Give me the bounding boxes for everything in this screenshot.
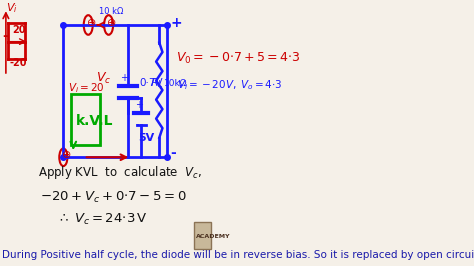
Text: ACADEMY: ACADEMY [196, 234, 230, 239]
Text: $V_i = -20V,\; V_o = 4{\cdot}3$: $V_i = -20V,\; V_o = 4{\cdot}3$ [177, 79, 283, 93]
Text: $V_0 = -0{\cdot}7 + 5 = 4{\cdot}3$: $V_0 = -0{\cdot}7 + 5 = 4{\cdot}3$ [175, 51, 300, 66]
Text: $V_i = 20$: $V_i = 20$ [68, 82, 104, 95]
Text: $V_i$: $V_i$ [6, 1, 18, 15]
Text: +: + [135, 100, 143, 110]
Text: During Positive half cycle, the diode will be in reverse bias. So it is replaced: During Positive half cycle, the diode wi… [2, 250, 474, 260]
Text: -20: -20 [10, 58, 27, 68]
Text: +: + [170, 16, 182, 30]
Text: $\therefore\; V_c = 24{\cdot}3\,\mathrm{V}$: $\therefore\; V_c = 24{\cdot}3\,\mathrm{… [56, 212, 147, 227]
Text: 0·7V: 0·7V [139, 78, 163, 88]
Text: 5V: 5V [138, 132, 154, 143]
Text: $V_c$: $V_c$ [96, 71, 112, 86]
Text: $\oplus$: $\oplus$ [106, 17, 117, 28]
Text: k.V.L: k.V.L [76, 114, 114, 128]
Text: 10 kΩ: 10 kΩ [99, 7, 123, 16]
Text: $R_L$: $R_L$ [150, 76, 164, 90]
Text: 10kΩ: 10kΩ [164, 79, 187, 88]
Text: $\ominus$: $\ominus$ [86, 17, 96, 28]
Text: +: + [120, 73, 128, 83]
FancyBboxPatch shape [194, 222, 211, 249]
Text: -: - [2, 29, 8, 43]
Text: $\oplus$: $\oplus$ [61, 149, 72, 160]
Text: $-20 + V_c + 0{\cdot}7 - 5 = 0$: $-20 + V_c + 0{\cdot}7 - 5 = 0$ [40, 190, 186, 205]
Text: -: - [170, 146, 176, 160]
Text: 20: 20 [13, 25, 26, 35]
Text: -: - [120, 92, 123, 101]
Text: Apply KVL  to  calculate  $V_c$,: Apply KVL to calculate $V_c$, [38, 164, 202, 181]
Text: -: - [136, 119, 139, 129]
